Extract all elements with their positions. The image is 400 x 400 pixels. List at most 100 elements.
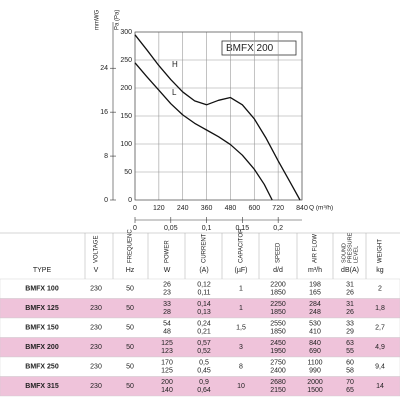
table-cell: 70	[346, 379, 354, 386]
table-cell: 230	[90, 364, 102, 371]
y2-tick-label: 0	[104, 197, 108, 204]
table-cell: 2680	[270, 379, 286, 386]
table-cell: 29	[346, 329, 354, 336]
table-cell: 230	[90, 344, 102, 351]
table-cell: 65	[346, 387, 354, 394]
curve-label: L	[172, 88, 177, 97]
table-cell: 2200	[270, 282, 286, 289]
column-header: FREQUENC	[128, 229, 134, 263]
y2-tick-label: 8	[104, 153, 108, 160]
table-cell: 2400	[270, 368, 286, 375]
y-axis-title: Pa (Pa)	[115, 10, 121, 30]
table-cell: 10	[237, 383, 245, 390]
table-cell: 1	[239, 286, 243, 293]
y-tick-label: 250	[120, 57, 132, 64]
column-unit: m³/h	[308, 267, 322, 274]
x-tick-label: 240	[177, 205, 189, 212]
table-cell: 248	[309, 309, 321, 316]
row-type: BMFX 315	[25, 383, 59, 390]
table-cell: 530	[309, 321, 321, 328]
table-cell: 165	[309, 290, 321, 297]
spec-table: TYPE VOLTAGE V FREQUENC Hz POWER W CURRENT (A) CA…	[0, 228, 400, 397]
table-cell: 3	[239, 344, 243, 351]
title-box	[221, 40, 297, 56]
x2-tick-label: 0	[133, 225, 137, 232]
column-header: AIR FLOW	[313, 234, 319, 263]
x-tick-label: 120	[153, 205, 165, 212]
table-cell: 230	[90, 325, 102, 332]
table-cell: 55	[346, 348, 354, 355]
table-cell: 33	[346, 321, 354, 328]
x-tick-label: 600	[248, 205, 260, 212]
table-cell: 2000	[307, 379, 323, 386]
y-tick-label: 300	[120, 29, 132, 36]
table-cell: 50	[126, 325, 134, 332]
table-cell: 50	[126, 305, 134, 312]
table-cell: 0,45	[197, 368, 211, 375]
table-cell: 50	[126, 383, 134, 390]
table-cell: 60	[346, 360, 354, 367]
table-cell: 2250	[270, 301, 286, 308]
x-tick-label: 840	[296, 205, 308, 212]
table-cell: 123	[161, 348, 173, 355]
table-cell: 1950	[270, 348, 286, 355]
table-row	[0, 376, 400, 397]
table-cell: 410	[309, 329, 321, 336]
table-cell: 33	[163, 301, 171, 308]
column-header: POWER	[165, 240, 171, 263]
table-cell: 0,57	[197, 340, 211, 347]
y-tick-label: 200	[120, 85, 132, 92]
table-cell: 50	[126, 364, 134, 371]
row-type: BMFX 150	[25, 325, 59, 332]
table-cell: 2,7	[375, 325, 385, 332]
table-cell: 2	[378, 286, 382, 293]
column-unit: (µF)	[235, 267, 248, 274]
table-cell: 1500	[307, 387, 323, 394]
table-cell: 28	[163, 309, 171, 316]
x-tick-label: 480	[225, 205, 237, 212]
table-cell: 50	[126, 344, 134, 351]
x-tick-label: 720	[272, 205, 284, 212]
table-cell: 125	[161, 368, 173, 375]
column-header: SOUND	[341, 243, 347, 263]
table-cell: 0,9	[199, 379, 209, 386]
table-cell: 31	[346, 282, 354, 289]
table-cell: 23	[163, 290, 171, 297]
table-cell: 170	[161, 360, 173, 367]
row-type: BMFX 250	[25, 364, 59, 371]
table-cell: 0,52	[197, 348, 211, 355]
row-type: BMFX 125	[25, 305, 59, 312]
table-cell: 200	[161, 379, 173, 386]
table-cell: 8	[239, 364, 243, 371]
table-cell: 2150	[270, 387, 286, 394]
row-type: BMFX 100	[25, 286, 59, 293]
column-unit: dB(A)	[341, 267, 359, 274]
column-header: TYPE	[33, 267, 52, 274]
plot-frame	[134, 31, 303, 201]
table-cell: 230	[90, 305, 102, 312]
y-tick-label: 100	[120, 141, 132, 148]
column-unit: kg	[376, 267, 384, 274]
table-cell: 284	[309, 301, 321, 308]
table-cell: 230	[90, 383, 102, 390]
table-cell: 4,9	[375, 344, 385, 351]
table-cell: 1,5	[236, 325, 246, 332]
table-cell: 1850	[270, 290, 286, 297]
table-cell: 63	[346, 340, 354, 347]
table-cell: 9,4	[375, 364, 385, 371]
table-cell: 0,12	[197, 282, 211, 289]
x2-tick-label: 0,15	[236, 225, 250, 232]
column-header: WEIGHT	[378, 239, 384, 263]
column-unit: (A)	[199, 267, 208, 274]
table-cell: 48	[163, 329, 171, 336]
table-cell: 198	[309, 282, 321, 289]
x2-tick-label: 0,05	[164, 225, 178, 232]
column-header: VOLTAGE	[94, 236, 100, 263]
table-cell: 1,8	[375, 305, 385, 312]
y-tick-label: 150	[120, 113, 132, 120]
chart-title: BMFX 200	[226, 43, 274, 54]
table-cell: 2750	[270, 360, 286, 367]
table-cell: 0,13	[197, 309, 211, 316]
